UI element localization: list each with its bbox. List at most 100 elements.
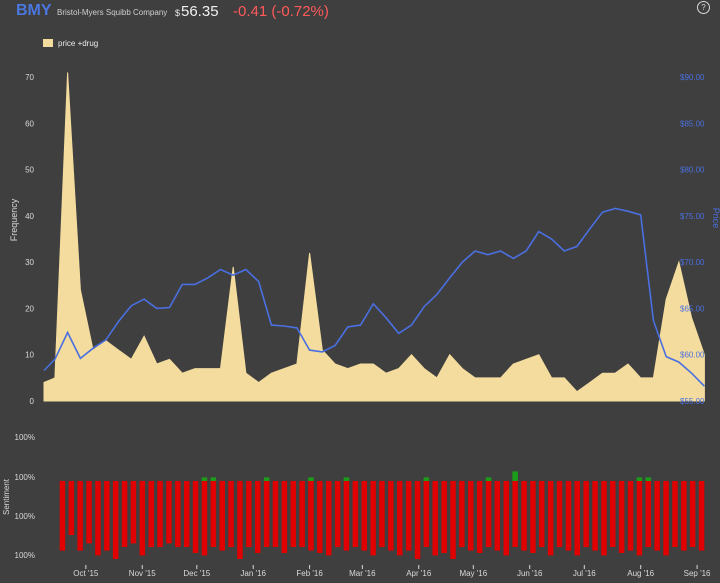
y-tick-labels: 0 10 20 30 40 50 60 70 [25,73,34,406]
sentiment-bar-negative [334,481,341,547]
sentiment-bar-negative [246,481,252,547]
sentiment-bar-negative [556,481,563,547]
y2-tick-label: $90.00 [680,73,705,82]
sentiment-bar-negative [166,481,172,544]
y-tick-label: 30 [25,258,34,267]
sentiment-bar-negative [397,481,403,556]
sentiment-bar-negative [68,481,75,535]
stock-price: 56.35 [181,3,219,20]
y2-tick-label: $75.00 [680,212,705,221]
sentiment-bar-negative [175,481,181,547]
sentiment-bar-positive [210,477,217,481]
x-tick-label: Nov '15 [129,569,156,578]
sentiment-bar-negative [299,481,305,547]
sentiment-bar-negative [237,481,243,559]
sentiment-bar-negative [77,481,83,551]
sentiment-bar-positive [485,477,492,481]
y2-tick-label: $85.00 [680,119,705,128]
sentiment-bar-negative [547,481,554,556]
sentiment-bar-negative [414,481,421,559]
sentiment-bar-negative [530,481,536,553]
sentiment-bar-negative [574,481,580,556]
sentiment-tick-label: 100% [15,473,35,482]
x-tick-label: Apr '16 [406,569,432,578]
sentiment-bar-negative [210,481,217,547]
legend-label: price +drug [58,39,98,48]
help-icon[interactable]: ? [697,1,710,14]
sentiment-bar-negative [255,481,261,553]
sentiment-bar-negative [192,481,199,553]
sentiment-bar-negative [459,481,465,547]
sentiment-bar-negative [627,481,634,551]
x-tick-label: Mar '16 [349,569,376,578]
x-tick-label: Sep '16 [684,569,711,578]
y2-tick-label: $55.00 [680,397,705,406]
y-tick-label: 40 [25,212,34,221]
sentiment-bar-negative [361,481,367,551]
x-tick-label: Jul '16 [573,569,596,578]
sentiment-bar-positive [201,477,208,481]
currency-symbol: $ [175,8,181,18]
sentiment-bar-negative [139,481,146,556]
sentiment-bar-negative [663,481,669,556]
y-tick-label: 50 [25,166,34,175]
price-line-layer [43,207,705,387]
sentiment-bar-negative [468,481,474,551]
sentiment-bar-negative [592,481,598,551]
sentiment-bar-negative [689,481,696,547]
sentiment-bar-negative [432,481,438,556]
sentiment-bar-negative [370,481,376,556]
sentiment-bar-negative [618,481,625,553]
sentiment-bar-negative [654,481,660,551]
sentiment-bar-negative [681,481,687,551]
y2-tick-label: $80.00 [680,166,705,175]
sentiment-bar-negative [148,481,154,547]
sentiment-bar-positive [423,477,430,481]
legend[interactable]: price +drug [43,39,98,48]
sentiment-bar-negative [95,481,101,556]
sentiment-bar-negative [272,481,279,547]
sentiment-bar-positive [308,477,314,481]
sentiment-bar-negative [104,481,110,551]
x-tick-label: Feb '16 [296,569,323,578]
sentiment-bar-negative [405,481,412,551]
sentiment-bar-negative [601,481,607,556]
sentiment-bar-negative [512,481,518,547]
sentiment-bar-negative [672,481,678,547]
sentiment-bar-positive [343,477,350,481]
x-tick-label: Dec '15 [183,569,210,578]
y2-tick-labels: $55.00 $60.00 $65.00 $70.00 $75.00 $80.00 $85.… [680,73,705,406]
x-tick-label: Oct '15 [73,569,99,578]
sentiment-bar-negative [441,481,447,553]
frequency-area [43,72,705,402]
sentiment-bar-negative [308,481,314,551]
sentiment-tick-label: 100% [15,551,35,560]
sentiment-bar-negative [290,481,296,547]
sentiment-bar-negative [281,481,288,553]
price-change: -0.41 (-0.72%) [233,3,329,20]
sentiment-bar-negative [645,481,651,547]
ticker-symbol[interactable]: BMY [16,2,52,19]
sentiment-bar-negative [201,481,208,556]
y-tick-label: 10 [25,351,34,360]
x-tick-label: Jan '16 [240,569,266,578]
x-tick-labels: Oct '15 Nov '15 Dec '15 Jan '16 Feb '16 Mar '… [73,565,711,578]
y2-axis-title: Price [711,208,720,229]
sentiment-bar-negative [485,481,492,547]
sentiment-bar-negative [86,481,92,544]
x-tick-label: May '16 [459,569,487,578]
sentiment-bars [59,471,705,559]
sentiment-bar-negative [379,481,385,547]
y2-tick-label: $70.00 [680,258,705,267]
sentiment-bar-negative [476,481,483,553]
sentiment-bar-negative [450,481,456,559]
sentiment-bar-positive [636,477,643,481]
y2-tick-label: $65.00 [680,304,705,313]
frequency-area-layer [43,72,705,402]
y-tick-label: 70 [25,73,34,82]
sentiment-bar-negative [698,481,705,551]
sentiment-bar-negative [494,481,501,551]
sentiment-bar-negative [539,481,545,547]
sentiment-bar-negative [219,481,225,551]
y-tick-label: 60 [25,119,34,128]
